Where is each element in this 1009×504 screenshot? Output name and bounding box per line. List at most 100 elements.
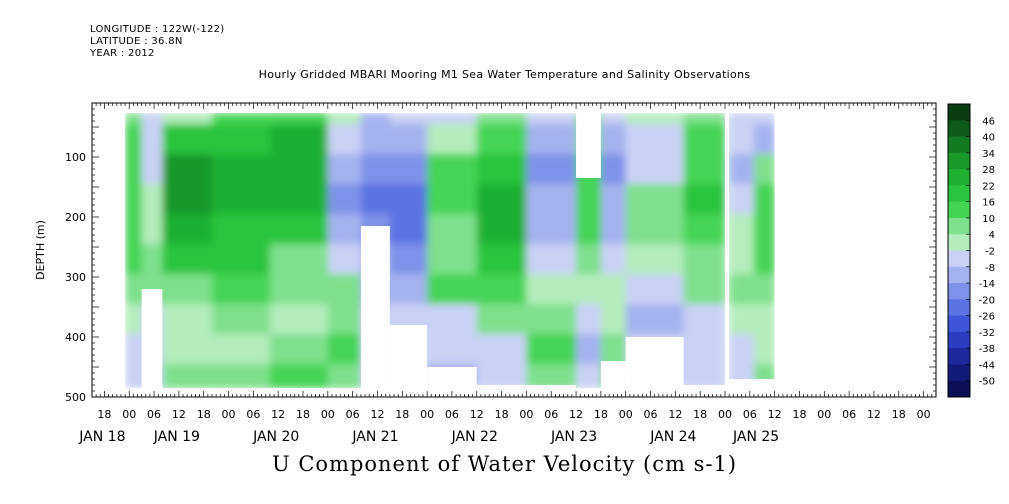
heatmap-cell [625, 214, 685, 245]
heatmap-cell [327, 154, 362, 185]
heatmap-cell [327, 124, 362, 155]
heatmap-cell [125, 274, 143, 305]
heatmap-cell [269, 184, 329, 215]
heatmap-cell [427, 334, 478, 365]
heatmap-cell [427, 304, 478, 335]
heatmap-cell [125, 124, 143, 155]
heatmap-cell [729, 154, 755, 185]
chart-title: Hourly Gridded MBARI Mooring M1 Sea Wate… [258, 68, 751, 81]
heatmap-cell [389, 184, 428, 215]
heatmap-cell [476, 244, 528, 275]
heatmap-cell [476, 214, 528, 245]
heatmap-cell [600, 214, 627, 245]
colorbar-swatch [948, 217, 970, 235]
heatmap-cell [125, 154, 143, 185]
heatmap-cell [327, 244, 362, 275]
heatmap-cell [683, 184, 726, 215]
heatmap-cell [141, 113, 163, 125]
heatmap-cell [476, 154, 528, 185]
heatmap-cell [476, 184, 528, 215]
heatmap-cell [269, 154, 329, 185]
heatmap-cell [526, 304, 577, 335]
missing-data-mask [427, 367, 477, 388]
missing-data-masks [92, 103, 936, 397]
heatmap-cell [211, 184, 271, 215]
heatmap-cell [162, 113, 213, 125]
x-tick-label: 00 [718, 408, 732, 421]
colorbar-label: -2 [985, 247, 995, 258]
heatmap-cell [427, 274, 478, 305]
heatmap-cell [729, 274, 755, 305]
heatmap-cell [600, 113, 627, 125]
colorbar-swatch [948, 250, 970, 268]
heatmap-cell [162, 124, 213, 155]
x-tick-label: 18 [792, 408, 806, 421]
missing-data-mask [92, 388, 936, 397]
heatmap-cell [729, 184, 755, 215]
x-tick-label: 18 [594, 408, 608, 421]
heatmap-cell [141, 184, 163, 215]
colorbar-swatch [948, 201, 970, 219]
heatmap-cell [576, 184, 602, 215]
missing-data-mask [360, 226, 390, 388]
heatmap-cell [600, 154, 627, 185]
heatmap-cell [683, 274, 726, 305]
heatmap-cell [526, 113, 577, 125]
heatmap-cell [269, 304, 329, 335]
colorbar-swatch [948, 152, 970, 170]
colorbar-swatch [948, 380, 970, 398]
heatmap-cell [360, 113, 391, 125]
x-tick-label: 06 [147, 408, 161, 421]
heatmap-cell [625, 113, 685, 125]
missing-data-mask [600, 361, 626, 388]
heatmap-cell [753, 334, 776, 365]
heatmap-cell [327, 364, 362, 389]
heatmap-cell [476, 304, 528, 335]
date-label: JAN 20 [252, 429, 299, 445]
heatmap-cell [125, 304, 143, 335]
heatmap-cell [683, 304, 726, 335]
heatmap-cell [125, 334, 143, 365]
colorbar-label: 46 [982, 116, 995, 127]
heatmap-cell [753, 304, 776, 335]
heatmap-cell [753, 244, 776, 275]
heatmap-cell [360, 154, 391, 185]
axes: 100 200 300 400 500 18 00 06 12 18 00 06 12 18 00 06 12 1… [65, 103, 936, 445]
heatmap-cell [476, 274, 528, 305]
heatmap-cell [125, 184, 143, 215]
colorbar-swatch [948, 331, 970, 349]
date-label: JAN 24 [649, 429, 696, 445]
colorbar-label: 28 [982, 165, 995, 176]
missing-data-mask [729, 379, 754, 388]
heatmap-cell [269, 113, 329, 125]
colorbar-swatch [948, 185, 970, 203]
heatmap-cell [683, 244, 726, 275]
heatmap-cell [753, 154, 776, 185]
longitude-label: LONGITUDE : 122W(-122) [90, 24, 225, 35]
heatmap-cell [600, 274, 627, 305]
missing-data-mask [625, 337, 684, 388]
heatmap-cell [327, 274, 362, 305]
heatmap-cell [327, 334, 362, 365]
heatmap-cell [211, 124, 271, 155]
heatmap-cell [729, 334, 755, 365]
colorbar-label: 10 [982, 214, 995, 225]
colorbar-label: 40 [982, 133, 995, 144]
missing-data-mask [141, 289, 163, 388]
colorbar-label: 34 [982, 149, 995, 160]
y-axis-label: DEPTH (m) [34, 220, 47, 280]
heatmap-cell [576, 244, 602, 275]
missing-data-mask [389, 325, 428, 388]
heatmap-cell [625, 124, 685, 155]
x-tick-label: 06 [743, 408, 757, 421]
colorbar-label: -38 [979, 344, 995, 355]
colorbar-swatch [948, 136, 970, 154]
x-tick-label: 00 [222, 408, 236, 421]
colorbar-swatch [948, 348, 970, 365]
x-tick-label: 12 [370, 408, 384, 421]
colorbar-label: -26 [979, 312, 995, 323]
missing-data-mask [476, 385, 527, 388]
heatmap-cell [476, 364, 528, 389]
x-axis-label: U Component of Water Velocity (cm s-1) [271, 452, 738, 476]
missing-data-mask [92, 103, 936, 113]
